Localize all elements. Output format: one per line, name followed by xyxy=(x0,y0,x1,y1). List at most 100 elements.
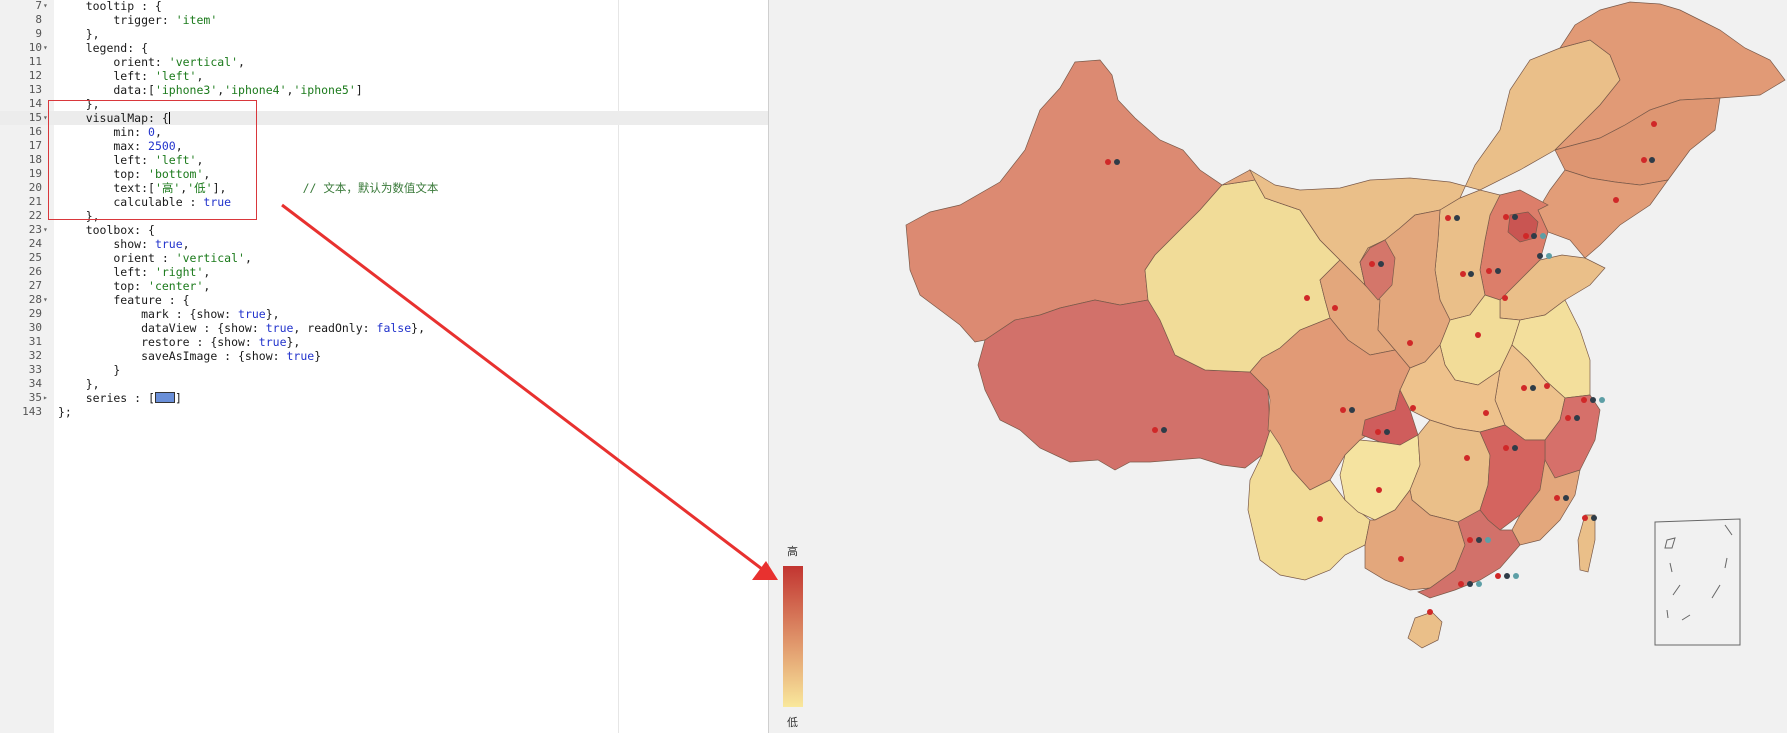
scatter-point[interactable] xyxy=(1378,261,1384,267)
scatter-point[interactable] xyxy=(1530,385,1536,391)
code-line[interactable]: 27 top: 'center', xyxy=(0,279,768,293)
scatter-point[interactable] xyxy=(1152,427,1158,433)
scatter-point[interactable] xyxy=(1504,573,1510,579)
scatter-point[interactable] xyxy=(1540,233,1546,239)
scatter-point[interactable] xyxy=(1410,405,1416,411)
code-text[interactable]: left: 'right', xyxy=(58,265,211,279)
code-text[interactable]: max: 2500, xyxy=(58,139,183,153)
code-text[interactable]: trigger: 'item' xyxy=(58,13,218,27)
scatter-point[interactable] xyxy=(1613,197,1619,203)
scatter-point[interactable] xyxy=(1384,429,1390,435)
code-line[interactable]: 30 dataView : {show: true, readOnly: fal… xyxy=(0,321,768,335)
scatter-point[interactable] xyxy=(1475,332,1481,338)
visualmap-gradient-bar[interactable] xyxy=(783,566,803,707)
code-line[interactable]: 12 left: 'left', xyxy=(0,69,768,83)
scatter-point[interactable] xyxy=(1641,157,1647,163)
scatter-point[interactable] xyxy=(1464,455,1470,461)
scatter-point[interactable] xyxy=(1485,537,1491,543)
code-text[interactable]: left: 'left', xyxy=(58,69,204,83)
code-line[interactable]: 17 max: 2500, xyxy=(0,139,768,153)
scatter-point[interactable] xyxy=(1467,537,1473,543)
scatter-point[interactable] xyxy=(1369,261,1375,267)
code-text[interactable]: restore : {show: true}, xyxy=(58,335,301,349)
code-line[interactable]: 8 trigger: 'item' xyxy=(0,13,768,27)
code-line[interactable]: 35 ▸ series : [] xyxy=(0,391,768,405)
scatter-point[interactable] xyxy=(1105,159,1111,165)
scatter-point[interactable] xyxy=(1332,305,1338,311)
region-guangdong[interactable] xyxy=(1417,509,1521,599)
region-taiwan[interactable] xyxy=(1577,514,1596,573)
region-ningxia[interactable] xyxy=(1359,239,1396,301)
code-line[interactable]: 13 data:['iphone3','iphone4','iphone5'] xyxy=(0,83,768,97)
code-text[interactable]: } xyxy=(58,363,121,377)
scatter-point[interactable] xyxy=(1590,397,1596,403)
scatter-point[interactable] xyxy=(1512,214,1518,220)
fold-toggle-icon[interactable]: ▾ xyxy=(43,225,48,234)
scatter-point[interactable] xyxy=(1502,295,1508,301)
code-line[interactable]: 29 mark : {show: true}, xyxy=(0,307,768,321)
code-text[interactable]: tooltip : { xyxy=(58,0,162,13)
code-line[interactable]: 24 show: true, xyxy=(0,237,768,251)
code-text[interactable]: saveAsImage : {show: true} xyxy=(58,349,322,363)
scatter-point[interactable] xyxy=(1476,537,1482,543)
fold-toggle-icon[interactable]: ▸ xyxy=(43,393,48,402)
scatter-point[interactable] xyxy=(1467,581,1473,587)
code-line[interactable]: 32 saveAsImage : {show: true} xyxy=(0,349,768,363)
scatter-point[interactable] xyxy=(1486,268,1492,274)
code-line[interactable]: 143}; xyxy=(0,405,768,419)
code-text[interactable]: show: true, xyxy=(58,237,190,251)
code-text[interactable]: dataView : {show: true, readOnly: false}… xyxy=(58,321,425,335)
china-map[interactable] xyxy=(905,1,1786,649)
code-text[interactable]: calculable : true xyxy=(58,195,232,209)
code-line[interactable]: 15 ▾ visualMap: { xyxy=(0,111,768,125)
scatter-point[interactable] xyxy=(1495,268,1501,274)
region-liaoning[interactable] xyxy=(1537,169,1669,259)
scatter-point[interactable] xyxy=(1398,556,1404,562)
scatter-point[interactable] xyxy=(1565,415,1571,421)
code-text[interactable]: }; xyxy=(58,405,72,419)
scatter-point[interactable] xyxy=(1546,253,1552,259)
code-line[interactable]: 11 orient: 'vertical', xyxy=(0,55,768,69)
scatter-point[interactable] xyxy=(1544,383,1550,389)
scatter-point[interactable] xyxy=(1582,515,1588,521)
scatter-point[interactable] xyxy=(1454,215,1460,221)
scatter-point[interactable] xyxy=(1468,271,1474,277)
scatter-point[interactable] xyxy=(1460,271,1466,277)
scatter-point[interactable] xyxy=(1304,295,1310,301)
code-text[interactable]: toolbox: { xyxy=(58,223,155,237)
code-text[interactable]: left: 'left', xyxy=(58,153,204,167)
scatter-point[interactable] xyxy=(1458,581,1464,587)
code-text[interactable]: feature : { xyxy=(58,293,190,307)
scatter-point[interactable] xyxy=(1495,573,1501,579)
region-inner-mongolia[interactable] xyxy=(1249,39,1621,287)
code-text[interactable]: visualMap: { xyxy=(58,111,170,125)
region-yunnan[interactable] xyxy=(1247,429,1371,581)
code-text[interactable]: }, xyxy=(58,377,100,391)
code-line[interactable]: 23 ▾ toolbox: { xyxy=(0,223,768,237)
fold-toggle-icon[interactable]: ▾ xyxy=(43,295,48,304)
region-hainan[interactable] xyxy=(1407,611,1443,649)
region-tibet[interactable] xyxy=(977,299,1271,471)
scatter-point[interactable] xyxy=(1376,487,1382,493)
scatter-point[interactable] xyxy=(1340,407,1346,413)
code-line[interactable]: 20 text:['高','低'], // 文本，默认为数值文本 xyxy=(0,181,768,195)
code-line[interactable]: 10 ▾ legend: { xyxy=(0,41,768,55)
code-text[interactable]: orient: 'vertical', xyxy=(58,55,245,69)
code-line[interactable]: 7 ▾ tooltip : { xyxy=(0,0,768,13)
scatter-point[interactable] xyxy=(1317,516,1323,522)
code-line[interactable]: 26 left: 'right', xyxy=(0,265,768,279)
scatter-point[interactable] xyxy=(1427,609,1433,615)
code-line[interactable]: 19 top: 'bottom', xyxy=(0,167,768,181)
code-line[interactable]: 33 } xyxy=(0,363,768,377)
code-text[interactable]: }, xyxy=(58,27,100,41)
fold-toggle-icon[interactable]: ▾ xyxy=(43,43,48,52)
scatter-point[interactable] xyxy=(1591,515,1597,521)
code-text[interactable]: orient : 'vertical', xyxy=(58,251,252,265)
scatter-point[interactable] xyxy=(1574,415,1580,421)
scatter-point[interactable] xyxy=(1599,397,1605,403)
code-line[interactable]: 16 min: 0, xyxy=(0,125,768,139)
region-heilongjiang[interactable] xyxy=(1553,1,1786,151)
scatter-point[interactable] xyxy=(1349,407,1355,413)
code-text[interactable]: series : [] xyxy=(58,391,182,405)
scatter-point[interactable] xyxy=(1523,233,1529,239)
